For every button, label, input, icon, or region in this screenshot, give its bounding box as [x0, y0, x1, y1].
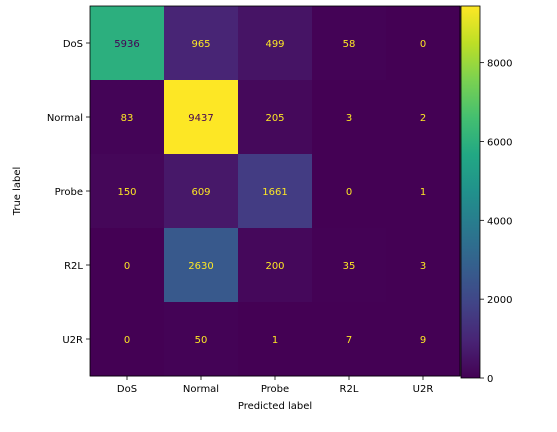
heatmap-cell	[90, 80, 165, 155]
cell-value: 7	[346, 335, 352, 346]
colorbar	[460, 5, 481, 379]
heatmap-cell	[238, 154, 313, 229]
heatmap-cell	[312, 228, 387, 303]
y-axis-ticks: DoS Normal Probe R2L U2R	[47, 39, 90, 346]
cell-value: 150	[117, 187, 136, 198]
heatmap-cell	[386, 302, 461, 377]
cell-value: 2	[420, 113, 426, 124]
heatmap-cell	[164, 80, 239, 155]
y-tick-label: Probe	[55, 187, 83, 198]
colorbar-tick-label: 4000	[487, 216, 512, 227]
cell-value: 9437	[188, 113, 213, 124]
y-axis-label: True label	[12, 167, 23, 217]
cell-value: 0	[346, 187, 352, 198]
cell-value: 50	[195, 335, 208, 346]
colorbar-tick-label: 8000	[487, 59, 512, 70]
cell-value: 0	[124, 261, 130, 272]
y-tick-label: Normal	[47, 113, 83, 124]
x-tick-label: R2L	[340, 384, 359, 395]
heatmap-cells	[90, 6, 461, 377]
heatmap-cell	[164, 228, 239, 303]
heatmap-cell	[238, 80, 313, 155]
x-tick-label: DoS	[117, 384, 137, 395]
heatmap-cell	[386, 80, 461, 155]
heatmap-cell	[386, 228, 461, 303]
cell-value: 0	[124, 335, 130, 346]
y-tick-label: U2R	[62, 335, 83, 346]
cell-value: 3	[420, 261, 426, 272]
heatmap-cell	[312, 302, 387, 377]
cell-value: 2630	[188, 261, 213, 272]
heatmap-cell	[238, 302, 313, 377]
colorbar-ticks: 0 2000 4000 6000 8000	[480, 59, 512, 385]
cell-value: 499	[265, 39, 284, 50]
colorbar-tick-label: 2000	[487, 295, 512, 306]
x-tick-label: U2R	[413, 384, 434, 395]
heatmap-cell	[164, 302, 239, 377]
cell-value: 1661	[262, 187, 287, 198]
heatmap-cell	[90, 228, 165, 303]
cell-value: 5936	[114, 39, 139, 50]
heatmap-cell	[386, 6, 461, 81]
cell-value: 0	[420, 39, 426, 50]
cell-value: 1	[272, 335, 278, 346]
cell-value: 200	[265, 261, 284, 272]
cell-value: 83	[121, 113, 134, 124]
heatmap-cell	[312, 6, 387, 81]
heatmap-cell	[238, 228, 313, 303]
x-axis-label: Predicted label	[238, 401, 312, 412]
heatmap-cell	[312, 80, 387, 155]
cell-value: 9	[420, 335, 426, 346]
cell-value: 1	[420, 187, 426, 198]
y-tick-label: R2L	[64, 261, 83, 272]
cell-value: 205	[265, 113, 284, 124]
cell-value: 3	[346, 113, 352, 124]
heatmap-cell	[164, 154, 239, 229]
x-tick-label: Normal	[183, 384, 219, 395]
x-tick-label: Probe	[261, 384, 289, 395]
cell-value: 609	[191, 187, 210, 198]
cell-value: 58	[343, 39, 356, 50]
cell-value: 965	[191, 39, 210, 50]
heatmap-cell	[164, 6, 239, 81]
heatmap-cell	[238, 6, 313, 81]
colorbar-tick-label: 0	[487, 374, 493, 385]
colorbar-tick-label: 6000	[487, 137, 512, 148]
cell-value: 35	[343, 261, 356, 272]
heatmap-cell	[90, 154, 165, 229]
heatmap-cell	[90, 302, 165, 377]
heatmap-cell	[386, 154, 461, 229]
heatmap-cell	[312, 154, 387, 229]
heatmap-cell	[90, 6, 165, 81]
y-tick-label: DoS	[63, 39, 83, 50]
x-axis-ticks: DoS Normal Probe R2L U2R	[117, 376, 433, 395]
